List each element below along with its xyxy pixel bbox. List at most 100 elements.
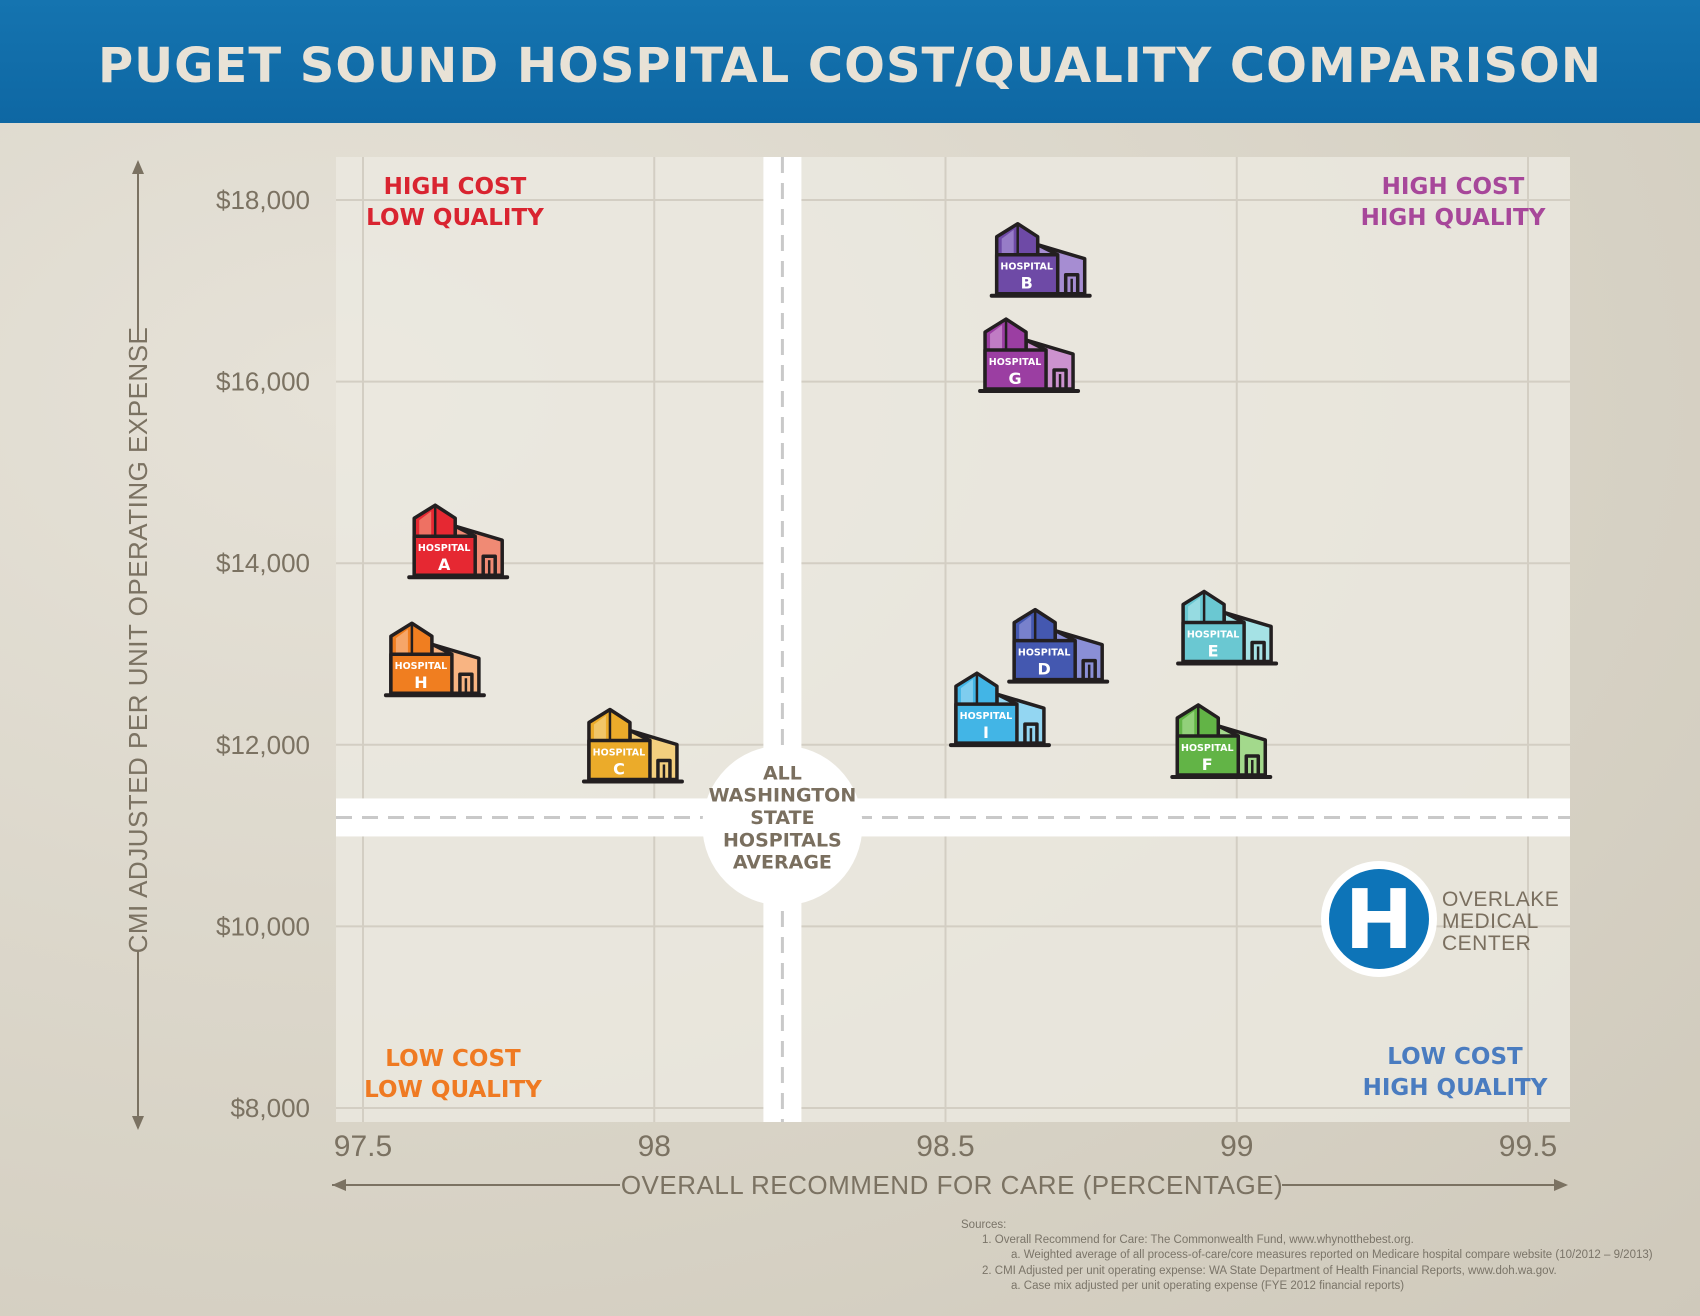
x-tick-label-4: 99 bbox=[1220, 1130, 1253, 1163]
quadrant-label-top-left-1: HIGH COST bbox=[384, 174, 527, 200]
building-door bbox=[481, 554, 497, 576]
x-tick-label-5: 99.5 bbox=[1499, 1130, 1557, 1163]
average-label-line-1: ALL bbox=[763, 762, 802, 784]
building-roof-panel bbox=[1001, 229, 1014, 259]
x-tick-label-2: 98 bbox=[638, 1130, 671, 1163]
hospital-label: HOSPITAL bbox=[395, 661, 448, 672]
hospital-label: HOSPITAL bbox=[960, 711, 1013, 722]
hospital-label: HOSPITAL bbox=[1181, 743, 1234, 754]
building-door bbox=[1244, 754, 1261, 775]
building-slant bbox=[1223, 610, 1245, 625]
building-door bbox=[1063, 272, 1080, 294]
building-slant bbox=[1217, 724, 1240, 738]
hospital-label: HOSPITAL bbox=[593, 748, 646, 759]
hospital-letter: F bbox=[1202, 755, 1213, 774]
x-axis-arrow-right bbox=[1554, 1179, 1568, 1191]
overlake-name-line-1: OVERLAKE bbox=[1442, 888, 1559, 911]
overlake-logo-disc bbox=[1329, 869, 1429, 969]
building-slant bbox=[996, 692, 1018, 706]
average-label-line-3: STATE bbox=[750, 807, 814, 829]
building-roof-panel bbox=[1019, 615, 1032, 645]
building-slant bbox=[431, 642, 453, 656]
building-roof-panel bbox=[419, 511, 432, 541]
x-tick-label-3: 98.5 bbox=[916, 1130, 974, 1163]
building-roof-panel bbox=[1188, 597, 1201, 627]
hospital-letter: A bbox=[438, 555, 451, 574]
building-roof-panel bbox=[395, 629, 408, 659]
source-line-1a: a. Weighted average of all process-of-ca… bbox=[1011, 1249, 1653, 1262]
y-tick-label-5: $10,000 bbox=[216, 911, 310, 941]
building-roof-panel bbox=[1182, 710, 1195, 740]
building-door bbox=[656, 758, 672, 780]
building-door bbox=[1023, 722, 1039, 744]
header-bar bbox=[0, 0, 1700, 123]
building-roof-panel bbox=[990, 325, 1003, 355]
y-tick-label-2: $16,000 bbox=[216, 367, 310, 397]
y-axis-title: CMI ADJUSTED PER UNIT OPERATING EXPENSE bbox=[123, 327, 153, 954]
hospital-label: HOSPITAL bbox=[1018, 648, 1071, 659]
average-label-line-5: AVERAGE bbox=[733, 852, 832, 874]
hospital-letter: H bbox=[414, 673, 427, 692]
hospital-letter: E bbox=[1208, 641, 1219, 660]
hospital-letter: D bbox=[1038, 660, 1051, 679]
building-door bbox=[458, 672, 474, 694]
x-axis-arrow-left bbox=[332, 1179, 346, 1191]
overlake-name-line-2: MEDICAL bbox=[1442, 910, 1539, 933]
hospital-h-icon: H bbox=[1345, 873, 1414, 968]
quadrant-label-top-right-2: HIGH QUALITY bbox=[1361, 205, 1546, 231]
building-slant bbox=[454, 524, 476, 538]
building-slant bbox=[1054, 629, 1076, 643]
average-label-line-2: WASHINGTON bbox=[709, 785, 857, 807]
hospital-label: HOSPITAL bbox=[989, 357, 1042, 368]
average-circle bbox=[702, 745, 863, 906]
quadrant-label-bottom-right-1: LOW COST bbox=[1387, 1044, 1523, 1070]
y-tick-label-3: $14,000 bbox=[216, 548, 310, 578]
source-line-2: 2. CMI Adjusted per unit operating expen… bbox=[982, 1264, 1557, 1277]
x-axis-title: OVERALL RECOMMEND FOR CARE (PERCENTAGE) bbox=[621, 1170, 1283, 1200]
building-slant bbox=[1025, 338, 1047, 352]
building-door bbox=[1250, 640, 1266, 662]
sources-heading: Sources: bbox=[961, 1219, 1007, 1231]
building-roof-panel bbox=[593, 715, 606, 745]
y-tick-label-1: $18,000 bbox=[216, 185, 310, 215]
source-line-1: 1. Overall Recommend for Care: The Commo… bbox=[982, 1234, 1414, 1247]
building-door bbox=[1052, 368, 1068, 390]
x-tick-label-1: 97.5 bbox=[334, 1130, 392, 1163]
overlake-logo: H bbox=[1321, 861, 1437, 977]
y-tick-label-6: $8,000 bbox=[230, 1093, 310, 1123]
building-slant bbox=[1036, 243, 1059, 257]
hospital-letter: I bbox=[983, 723, 989, 742]
quadrant-label-bottom-right-2: HIGH QUALITY bbox=[1363, 1075, 1548, 1101]
source-line-2a: a. Case mix adjusted per unit operating … bbox=[1011, 1279, 1405, 1292]
hospital-label: HOSPITAL bbox=[418, 543, 471, 554]
y-axis-arrow-top bbox=[132, 160, 144, 174]
quadrant-label-top-left-2: LOW QUALITY bbox=[366, 205, 544, 231]
building-door bbox=[1081, 658, 1097, 680]
quadrant-label-bottom-left-1: LOW COST bbox=[385, 1046, 521, 1072]
page-title: PUGET SOUND HOSPITAL COST/QUALITY COMPAR… bbox=[98, 38, 1602, 94]
hospital-label: HOSPITAL bbox=[1187, 629, 1240, 640]
hospital-letter: C bbox=[613, 760, 625, 779]
y-tick-label-4: $12,000 bbox=[216, 730, 310, 760]
hospital-letter: B bbox=[1021, 274, 1033, 293]
sources-note: Sources: 1. Overall Recommend for Care: … bbox=[961, 1218, 1691, 1294]
plot-area bbox=[336, 157, 1570, 1122]
building-roof-panel bbox=[960, 679, 973, 709]
quadrant-label-bottom-left-2: LOW QUALITY bbox=[364, 1077, 542, 1103]
building-slant bbox=[629, 728, 651, 743]
quadrant-label-top-right-1: HIGH COST bbox=[1382, 174, 1525, 200]
hospital-letter: G bbox=[1008, 369, 1021, 388]
y-axis-arrow-bottom bbox=[132, 1116, 144, 1130]
average-label-line-4: HOSPITALS bbox=[723, 829, 842, 851]
overlake-name-line-3: CENTER bbox=[1442, 932, 1531, 955]
hospital-label: HOSPITAL bbox=[1000, 262, 1053, 273]
